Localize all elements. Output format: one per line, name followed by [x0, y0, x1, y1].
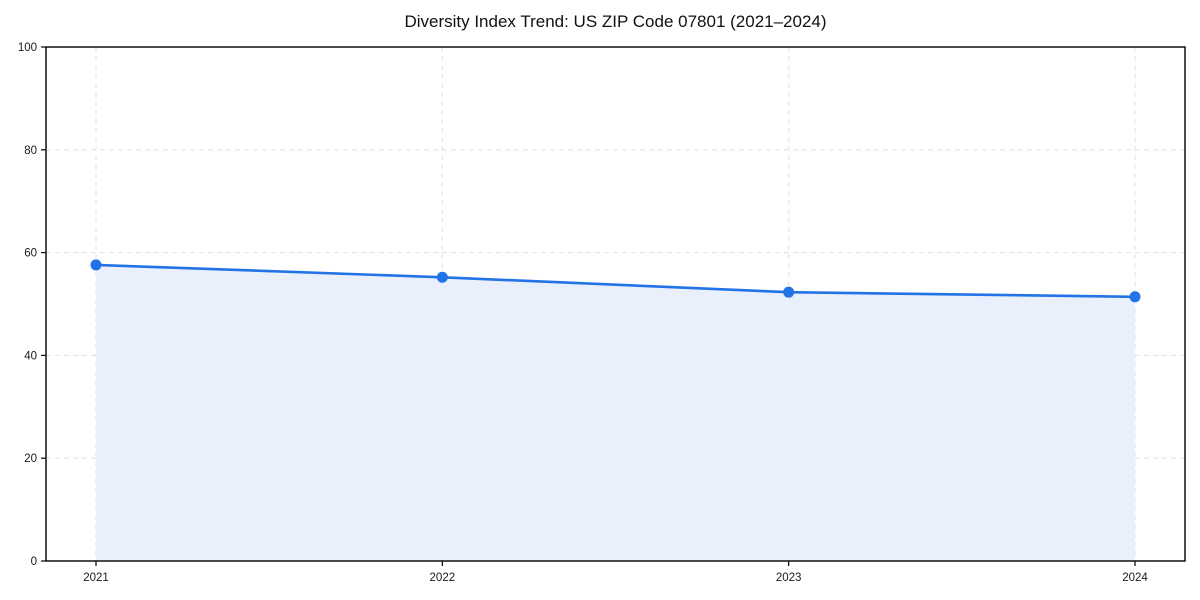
x-tick-label: 2024 [1122, 572, 1148, 584]
area-fill [96, 264, 1135, 561]
data-point-marker [1129, 291, 1141, 303]
chart-title: Diversity Index Trend: US ZIP Code 07801… [404, 12, 827, 31]
x-tick-label: 2021 [83, 572, 109, 584]
x-tick-label: 2022 [430, 572, 456, 584]
y-tick-label: 40 [24, 350, 37, 362]
y-tick-label: 0 [31, 556, 37, 568]
y-tick-label: 20 [24, 453, 37, 465]
data-point-marker [436, 271, 448, 283]
data-point-marker [90, 259, 102, 271]
y-tick-label: 80 [24, 145, 37, 157]
trend-line [94, 263, 1137, 299]
y-tick-label: 60 [24, 248, 37, 260]
y-tick-label: 100 [18, 42, 37, 54]
plot-border [45, 46, 1186, 562]
x-tick-label: 2023 [776, 572, 802, 584]
data-point-marker [783, 286, 795, 298]
